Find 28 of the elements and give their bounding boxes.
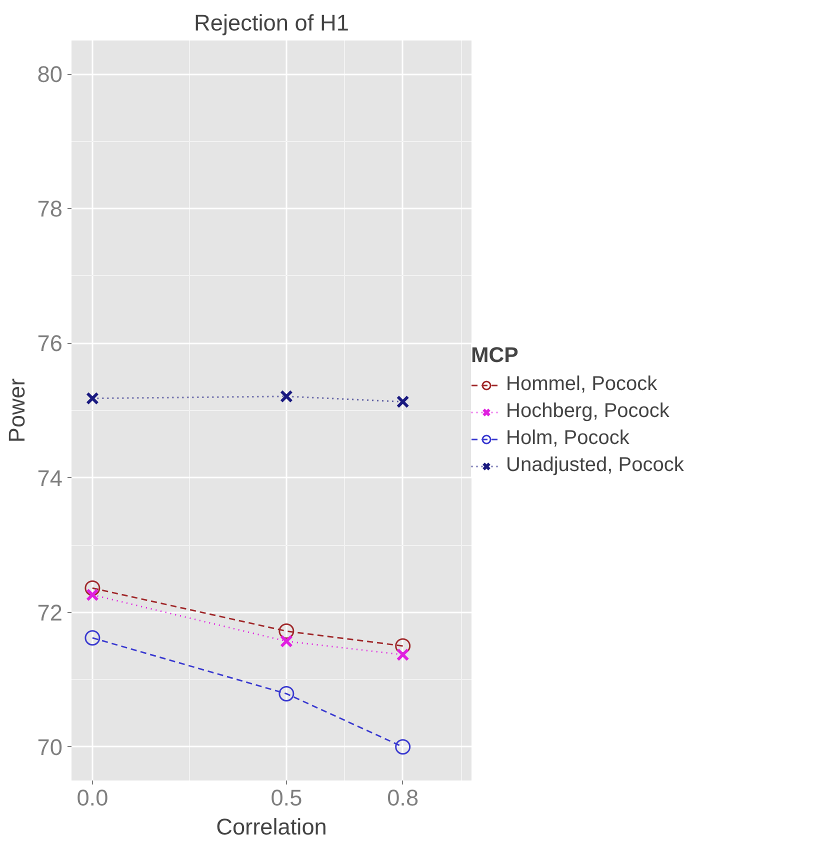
point [395,739,411,755]
legend-label: Hommel, Pocock [506,373,658,396]
point [84,580,100,596]
x-tick-label: 0.0 [76,784,108,810]
point [280,634,293,648]
y-tick-label: 70 [37,734,62,760]
legend-title: MCP [471,343,520,368]
point [86,392,99,405]
chart-title: Rejection of H1 [194,10,349,36]
x-tick-label: 0.5 [270,784,302,810]
point [396,648,410,662]
point [86,588,99,602]
y-axis-title: Power [3,378,30,443]
y-tick-label: 76 [37,330,62,356]
legend-label: Holm, Pocock [506,427,630,450]
x-axis-title: Correlation [216,814,327,840]
x-tick-label: 0.8 [387,784,419,810]
point [396,395,410,408]
y-tick-label: 80 [37,61,62,88]
point [84,630,100,646]
y-tick-label: 72 [37,599,62,626]
y-tick-label: 78 [37,196,62,222]
legend-label: Hochberg, Pocock [506,400,670,423]
y-tick-label: 74 [37,464,62,491]
point [280,390,293,403]
legend-label: Unadjusted, Pocock [506,454,684,477]
point [278,686,294,702]
point [278,623,294,639]
